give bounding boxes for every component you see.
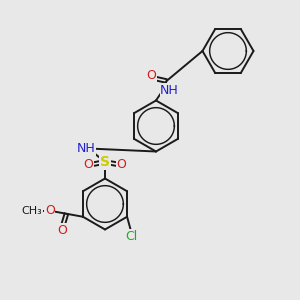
Text: O: O xyxy=(45,204,55,217)
Text: O: O xyxy=(84,158,93,172)
Text: O: O xyxy=(147,68,156,82)
Text: S: S xyxy=(100,155,110,169)
Text: O: O xyxy=(57,224,67,237)
Text: CH₃: CH₃ xyxy=(22,206,42,216)
Text: NH: NH xyxy=(160,83,179,97)
Text: O: O xyxy=(117,158,126,172)
Text: Cl: Cl xyxy=(125,230,138,243)
Text: NH: NH xyxy=(77,142,95,155)
